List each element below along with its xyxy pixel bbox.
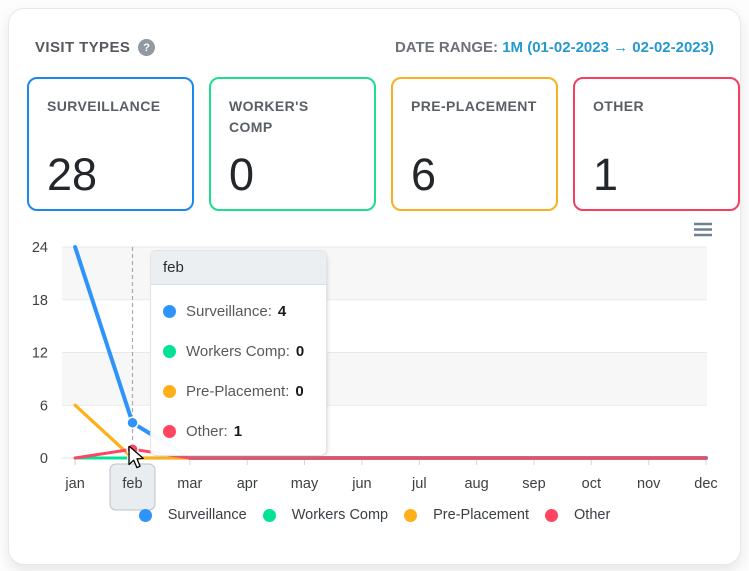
- x-axis-label: jan: [64, 476, 84, 492]
- legend-dot-other: [545, 508, 559, 522]
- card-value: 28: [47, 149, 98, 200]
- y-axis: 24 18 12 6 0: [32, 240, 48, 467]
- x-axis-label: oct: [582, 476, 601, 492]
- visits-line-chart: 24 18 12 6 0 jan feb mar apr may jun jul…: [32, 222, 718, 511]
- card-value: 1: [593, 149, 619, 200]
- x-axis-label: sep: [522, 476, 545, 492]
- tooltip-label: Workers Comp:: [186, 342, 290, 360]
- x-axis-label: aug: [464, 476, 488, 492]
- card-workers-comp: WORKER'S COMP 0: [209, 77, 376, 211]
- legend-dot-pre-placement: [404, 508, 418, 522]
- tooltip-title: feb: [151, 251, 326, 285]
- page-title: VISIT TYPES: [35, 39, 131, 56]
- card-value: 6: [411, 149, 437, 200]
- stat-cards-row: SURVEILLANCE 28 WORKER'S COMP 0 PRE-PLAC…: [27, 77, 740, 211]
- x-axis-label: apr: [237, 476, 258, 492]
- x-axis-label: jul: [411, 476, 427, 492]
- tooltip-row: Other: 1: [163, 411, 314, 451]
- legend-item-pre-placement[interactable]: Pre-Placement: [404, 507, 529, 523]
- series-dot-other: [163, 424, 176, 438]
- tooltip-row: Workers Comp: 0: [163, 331, 314, 371]
- legend-label: Surveillance: [167, 507, 247, 523]
- tooltip-row: Surveillance: 4: [163, 291, 314, 331]
- card-label: WORKER'S COMP: [229, 98, 309, 135]
- tooltip-value: 0: [295, 382, 304, 400]
- chart-menu-icon[interactable]: [694, 222, 712, 237]
- card-pre-placement: PRE-PLACEMENT 6: [391, 77, 558, 211]
- x-axis: jan feb mar apr may jun jul aug sep oct …: [64, 476, 717, 492]
- x-axis-label: feb: [122, 476, 142, 492]
- x-axis-label: jun: [351, 476, 371, 492]
- legend-item-surveillance[interactable]: Surveillance: [138, 507, 247, 523]
- mouse-cursor-icon: [128, 446, 144, 469]
- legend-dot-surveillance: [138, 508, 152, 522]
- legend-item-workers-comp[interactable]: Workers Comp: [262, 507, 389, 523]
- series-dot-pre-placement: [163, 384, 176, 398]
- legend-label: Other: [574, 507, 611, 523]
- chart-tooltip: feb Surveillance: 4 Workers Comp: 0 Pre-…: [150, 250, 327, 456]
- tooltip-row: Pre-Placement: 0: [163, 371, 314, 411]
- x-axis-label: dec: [694, 476, 717, 492]
- series-dot-surveillance: [163, 304, 176, 318]
- y-axis-label: 24: [32, 240, 48, 256]
- tooltip-value: 4: [277, 302, 287, 320]
- line-other: [73, 447, 708, 460]
- help-icon[interactable]: ?: [138, 39, 156, 56]
- y-axis-label: 18: [32, 293, 48, 309]
- tooltip-value: 0: [295, 342, 305, 360]
- tooltip-rows: Surveillance: 4 Workers Comp: 0 Pre-Plac…: [151, 285, 326, 451]
- y-axis-label: 6: [40, 398, 48, 414]
- tooltip-value: 1: [233, 422, 243, 440]
- series-dot-workers-comp: [163, 344, 176, 358]
- legend-dot-workers-comp: [262, 508, 276, 522]
- tooltip-label: Other:: [186, 422, 228, 440]
- panel-header: VISIT TYPES ?: [35, 39, 156, 56]
- tooltip-label: Pre-Placement:: [186, 382, 290, 400]
- date-range-label: DATE RANGE:: [394, 39, 499, 56]
- date-range: DATE RANGE: 1M (01-02-2023 → 02-02-2023): [395, 39, 714, 56]
- legend-label: Pre-Placement: [433, 507, 530, 523]
- x-axis-label: may: [291, 476, 319, 492]
- legend-item-other[interactable]: Other: [545, 507, 610, 523]
- card-label: OTHER: [593, 98, 644, 114]
- card-surveillance: SURVEILLANCE 28: [27, 77, 194, 211]
- card-value: 0: [229, 149, 255, 200]
- legend-label: Workers Comp: [291, 507, 389, 523]
- card-other: OTHER 1: [573, 77, 740, 211]
- card-label: SURVEILLANCE: [47, 98, 161, 114]
- tooltip-label: Surveillance:: [186, 302, 272, 320]
- y-axis-label: 12: [32, 346, 48, 362]
- date-range-value[interactable]: 1M (01-02-2023 → 02-02-2023): [502, 39, 714, 56]
- x-axis-highlight-box: [109, 463, 156, 511]
- card-label: PRE-PLACEMENT: [411, 98, 537, 114]
- marker-surveillance: [126, 416, 139, 430]
- x-axis-label: mar: [177, 476, 202, 492]
- chart-legend: Surveillance Workers Comp Pre-Placement …: [0, 507, 749, 523]
- y-axis-label: 0: [40, 451, 48, 467]
- x-axis-label: nov: [637, 476, 661, 492]
